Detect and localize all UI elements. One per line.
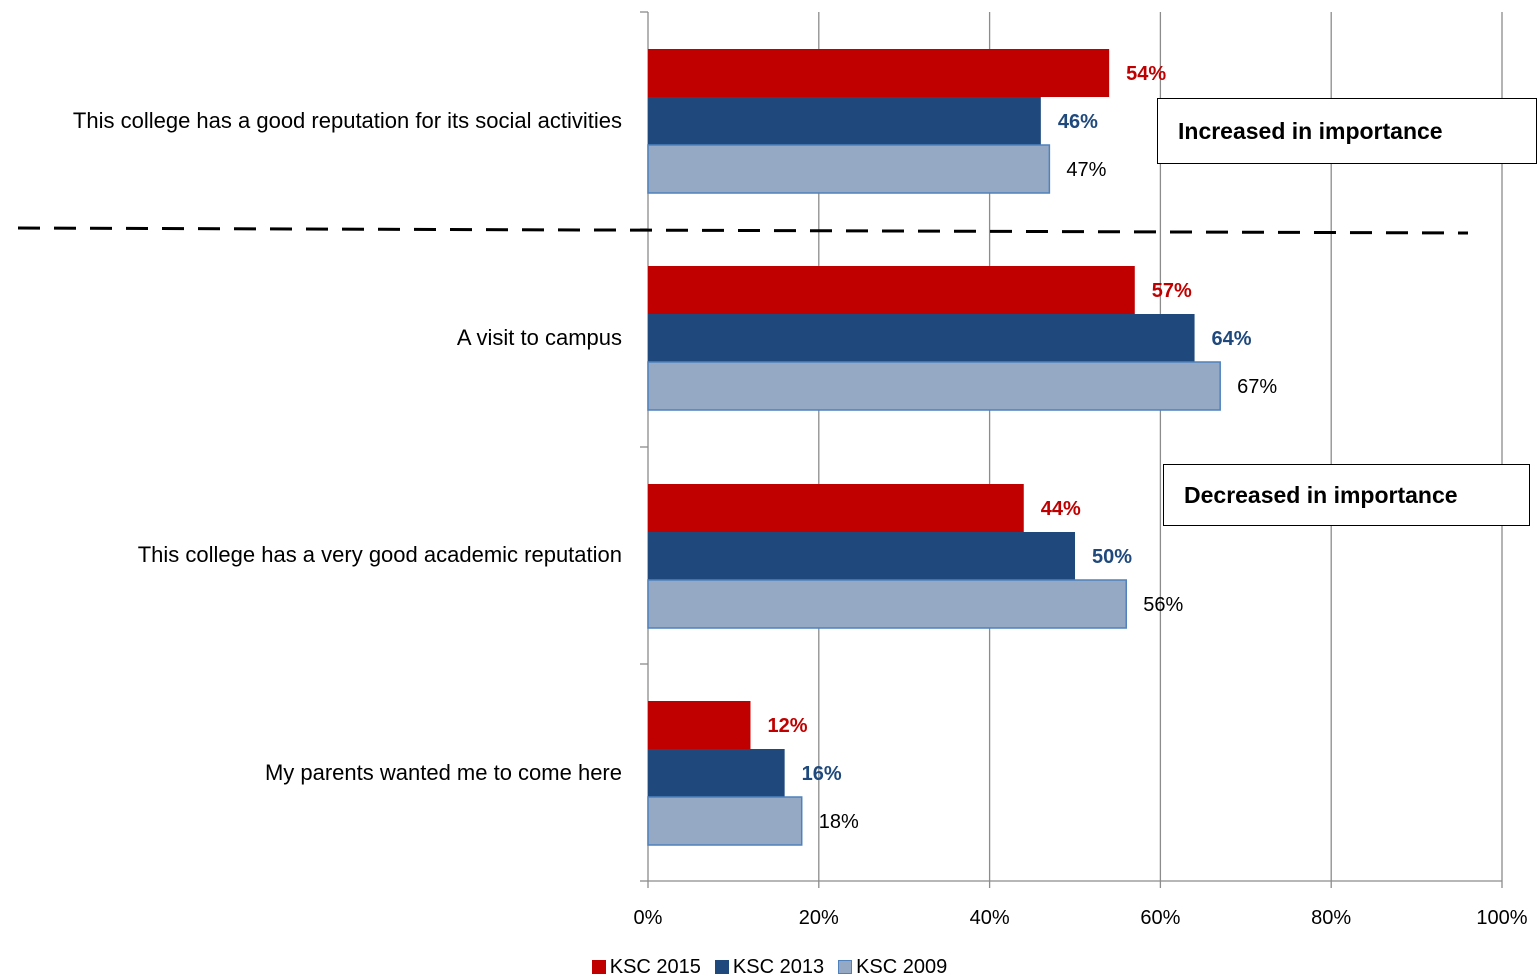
bar <box>648 484 1024 532</box>
bar <box>648 97 1041 145</box>
legend-item: KSC 2009 <box>838 956 947 979</box>
bar <box>648 49 1110 97</box>
data-label: 56% <box>1143 594 1183 616</box>
bar <box>648 314 1195 362</box>
bar <box>648 266 1135 314</box>
bar <box>647 361 1221 411</box>
data-label: 16% <box>802 763 842 785</box>
data-label: 46% <box>1058 111 1098 133</box>
legend-label: KSC 2009 <box>856 955 948 978</box>
bars <box>647 49 1221 846</box>
data-label: 47% <box>1066 159 1106 181</box>
bar <box>647 144 1051 194</box>
category-label: This college has a very good academic re… <box>137 542 622 567</box>
x-tick-label: 60% <box>1140 907 1180 929</box>
data-label: 50% <box>1092 546 1132 568</box>
data-label: 18% <box>819 811 859 833</box>
bar <box>647 796 803 846</box>
x-tick-label: 0% <box>634 907 663 929</box>
data-labels: 54% 46% 47% 57% 64% 67% 44% 50% 56% 12% 16% 18% <box>767 63 1277 833</box>
legend-swatch <box>591 960 606 974</box>
category-label: A visit to campus <box>456 325 622 350</box>
data-label: 64% <box>1212 328 1252 350</box>
category-label: This college has a good reputation for i… <box>72 108 622 133</box>
legend-label: KSC 2013 <box>732 955 825 978</box>
legend-swatch <box>838 960 853 974</box>
bar <box>647 579 1127 629</box>
x-tick-label: 80% <box>1311 907 1351 929</box>
data-label: 12% <box>767 715 807 737</box>
data-label: 54% <box>1126 63 1166 85</box>
bar <box>648 701 751 749</box>
legend-item: KSC 2013 <box>714 955 825 979</box>
annotation-increased: Increased in importance <box>1157 98 1537 164</box>
data-label: 44% <box>1041 498 1081 520</box>
bar <box>648 749 785 797</box>
annotation-decreased: Decreased in importance <box>1163 464 1530 526</box>
divider-dashed-line <box>17 226 1469 235</box>
legend-label: KSC 2015 <box>609 955 701 978</box>
data-label: 57% <box>1152 280 1192 302</box>
legend: KSC 2015 KSC 2013 KSC 2009 <box>0 954 1539 980</box>
x-tick-labels: 0% 20% 40% 60% 80% 100% <box>634 907 1528 929</box>
x-tick-label: 40% <box>970 907 1010 929</box>
x-tick-label: 100% <box>1476 907 1527 929</box>
data-label: 67% <box>1237 376 1277 398</box>
legend-swatch <box>714 960 729 974</box>
x-tick-label: 20% <box>799 907 839 929</box>
category-label: My parents wanted me to come here <box>264 760 622 785</box>
bar <box>648 532 1075 580</box>
legend-item: KSC 2015 <box>591 955 701 979</box>
